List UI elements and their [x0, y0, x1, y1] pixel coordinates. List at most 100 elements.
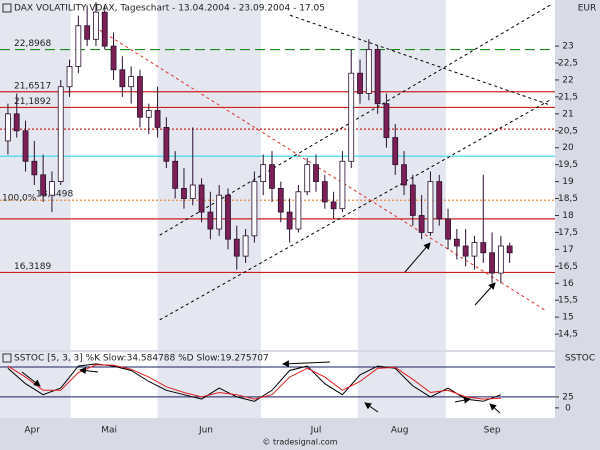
panel-background	[0, 0, 555, 350]
candle-body	[251, 181, 258, 237]
candle-body	[181, 187, 187, 199]
month-band	[357, 352, 446, 418]
candle-body	[172, 160, 179, 189]
candle-body	[418, 215, 425, 233]
level-label: 21,1892	[14, 97, 51, 107]
candle-body	[339, 160, 346, 210]
candle-body	[31, 160, 38, 176]
candle-body	[233, 238, 240, 257]
candle-body	[506, 245, 513, 254]
candle-body	[119, 69, 126, 88]
candle-body	[269, 164, 275, 189]
y-tick-label: 18	[562, 211, 574, 221]
y-tick-label: 21	[562, 109, 573, 119]
y-tick-label: 17,5	[558, 228, 578, 238]
x-tick-label: Jun	[198, 426, 213, 436]
candle-body	[313, 164, 319, 183]
candle-body	[286, 211, 293, 230]
y-axis-label: EUR	[578, 4, 597, 14]
chart-title: DAX VOLATILITY VDAX, Tageschart - 13.04.…	[14, 4, 325, 14]
candle-body	[497, 245, 504, 274]
footer: © tradesignal.com	[262, 438, 337, 447]
candle-body	[409, 184, 416, 216]
candle-body	[453, 238, 460, 247]
candle-body	[242, 235, 249, 257]
y-tick-label: 18,5	[558, 194, 578, 204]
x-tick-label: Sep	[484, 426, 501, 436]
candle-body	[383, 103, 390, 138]
candle-body	[101, 11, 108, 47]
candle-body	[365, 49, 372, 94]
trend-line	[159, 99, 551, 321]
level-label: 22,8968	[14, 39, 51, 49]
y-tick-label: 17	[562, 245, 573, 255]
panel-background	[0, 352, 555, 418]
y-tick-label: 19	[562, 177, 574, 187]
candle-body	[163, 126, 170, 162]
stoch-line	[7, 363, 502, 402]
candle-body	[145, 110, 152, 118]
y-tick-label: 25	[562, 392, 573, 402]
y-axis-label: SSTOC	[565, 354, 595, 364]
y-tick-label: 15	[562, 313, 573, 323]
candle-body	[154, 110, 161, 128]
x-tick-label: Aug	[391, 426, 409, 436]
chart-title: SSTOC [5, 3, 3] %K Slow:34.584788 %D Slo…	[14, 354, 269, 364]
candle-body	[401, 164, 407, 186]
candle-body	[22, 130, 29, 162]
y-tick-label: 16,5	[558, 262, 578, 272]
title-icon	[2, 353, 12, 363]
y-tick-label: 22	[562, 75, 573, 85]
trend-line	[99, 29, 546, 311]
candle-body	[57, 86, 64, 183]
candle-body	[321, 181, 328, 203]
candle-body	[304, 164, 311, 193]
candle-body	[427, 181, 434, 233]
candle-body	[436, 181, 443, 220]
candle-body	[137, 76, 143, 118]
candle-body	[198, 184, 205, 213]
y-tick-label: 0	[565, 403, 571, 413]
level-label: 16,3189	[14, 262, 51, 272]
candle-body	[66, 66, 73, 88]
y-tick-label: 23	[562, 42, 573, 52]
y-tick-label: 21,5	[558, 92, 578, 102]
candle-body	[489, 252, 495, 274]
candle-body	[225, 194, 231, 240]
y-tick-label: 20	[562, 143, 574, 153]
candle-body	[5, 113, 11, 142]
candle-body	[445, 218, 451, 240]
candle-body	[216, 194, 223, 230]
candle-body	[40, 174, 47, 196]
title-icon	[2, 3, 12, 13]
candle-body	[295, 191, 302, 230]
month-band	[157, 352, 261, 418]
candle-body	[480, 242, 487, 254]
y-tick-label: 14,5	[558, 330, 578, 340]
candle-body	[93, 11, 99, 40]
candle-body	[128, 76, 135, 88]
x-tick-label: Jul	[310, 426, 322, 436]
candle-body	[471, 242, 478, 257]
y-tick-label: 20,5	[558, 126, 578, 136]
x-tick-label: Apr	[24, 426, 40, 436]
candle-body	[260, 164, 267, 183]
stoch-line	[7, 364, 501, 400]
y-tick-label: 19,5	[558, 160, 578, 170]
annotation-arrows	[21, 242, 501, 414]
candle-body	[462, 245, 469, 257]
candle-body	[75, 25, 82, 67]
candle-body	[13, 113, 20, 132]
candle-body	[348, 72, 355, 162]
y-tick-label: 22,5	[558, 59, 578, 69]
y-tick-label: 15,5	[558, 296, 578, 306]
candle-body	[189, 184, 196, 199]
candle-body	[84, 25, 91, 40]
candle-body	[330, 201, 337, 210]
trend-line	[289, 14, 551, 106]
level-note: 100,0%	[2, 194, 37, 204]
level-label: 21,6517	[14, 81, 51, 91]
candle-body	[392, 137, 399, 166]
candle-body	[277, 187, 284, 213]
